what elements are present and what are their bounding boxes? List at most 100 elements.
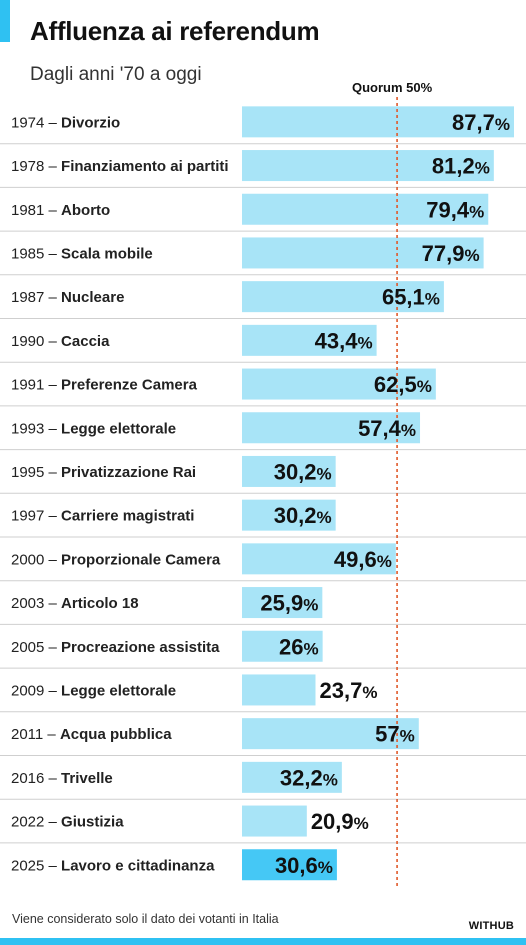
category-year: 1993 – [11,420,61,437]
category-label: 1997 – Carriere magistrati [11,508,194,525]
bar [242,455,336,487]
category-year: 1987 – [11,289,61,306]
category-year: 2003 – [11,595,61,612]
value-label: 65,1% [382,285,440,310]
value-unit: % [400,727,415,746]
value-number: 49,6 [334,547,377,572]
category-topic: Scala mobile [61,245,153,262]
category-label: 1991 – Preferenze Camera [11,377,198,394]
value-unit: % [495,115,510,134]
bar [242,106,514,138]
value-label: 79,4% [426,197,484,222]
category-year: 1978 – [11,158,61,175]
value-unit: % [318,858,333,877]
value-unit: % [304,639,319,658]
value-number: 57,4 [358,416,402,441]
category-topic: Preferenze Camera [61,377,198,394]
category-year: 2000 – [11,551,61,568]
category-topic: Legge elettorale [61,420,176,437]
category-label: 2003 – Articolo 18 [11,595,139,612]
value-label: 81,2% [432,154,490,179]
value-label: 62,5% [374,372,432,397]
category-label: 2005 – Procreazione assistita [11,639,220,656]
category-topic: Nucleare [61,289,124,306]
bars [242,106,514,881]
value-number: 79,4 [426,197,470,222]
value-label: 30,2% [274,503,332,528]
value-unit: % [469,202,484,221]
value-unit: % [303,596,318,615]
category-label: 2009 – Legge elettorale [11,682,176,699]
value-label: 77,9% [422,241,480,266]
bar [242,412,421,444]
category-year: 2025 – [11,857,61,874]
category-label: 1974 – Divorzio [11,114,120,131]
category-year: 2022 – [11,814,61,831]
value-number: 25,9 [260,591,303,616]
chart-subtitle: Dagli anni '70 a oggi [30,64,202,85]
accent-bar-top [0,0,10,42]
footnote: Viene considerato solo il dato dei votan… [12,912,279,926]
value-label: 30,2% [274,459,332,484]
value-number: 30,2 [274,503,317,528]
value-label: 57,4% [358,416,416,441]
category-topic: Articolo 18 [61,595,139,612]
bar [242,150,494,182]
value-unit: % [317,508,332,527]
value-unit: % [475,159,490,178]
bar [242,718,419,750]
category-topic: Giustizia [61,814,124,831]
category-labels: 1974 – Divorzio 1978 – Finanziamento ai p… [11,114,229,874]
value-unit: % [362,683,377,702]
category-label: 1993 – Legge elettorale [11,420,176,437]
category-topic: Trivelle [61,770,113,787]
category-topic: Privatizzazione Rai [61,464,196,481]
category-topic: Aborto [61,202,110,219]
value-number: 65,1 [382,285,425,310]
value-number: 30,6 [275,853,318,878]
category-year: 2016 – [11,770,61,787]
value-label: 26% [279,634,319,659]
value-number: 77,9 [422,241,465,266]
brand-logo: WITHUB [468,920,514,932]
row-separators [0,143,526,844]
category-year: 1991 – [11,377,61,394]
value-label: 32,2% [280,765,338,790]
category-year: 2005 – [11,639,61,656]
category-label: 1981 – Aborto [11,202,110,219]
value-label: 57% [375,722,415,747]
category-label: 2016 – Trivelle [11,770,113,787]
bar [242,674,316,706]
category-label: 1990 – Caccia [11,333,110,350]
value-number: 87,7 [452,110,495,135]
category-year: 1974 – [11,114,61,131]
value-number: 81,2 [432,154,475,179]
category-topic: Acqua pubblica [60,726,172,743]
value-label: 87,7% [452,110,510,135]
bar [242,849,337,881]
value-unit: % [377,552,392,571]
value-number: 20,9 [311,809,354,834]
value-label: 25,9% [260,591,318,616]
category-year: 2011 – [11,726,60,743]
bar [242,805,307,837]
value-unit: % [464,246,479,265]
chart-title: Affluenza ai referendum [30,16,320,46]
category-topic: Procreazione assistita [61,639,220,656]
category-topic: Carriere magistrati [61,508,194,525]
category-label: 2011 – Acqua pubblica [11,726,172,743]
category-label: 1995 – Privatizzazione Rai [11,464,196,481]
category-label: 1978 – Finanziamento ai partiti [11,158,229,175]
value-unit: % [354,814,369,833]
category-topic: Divorzio [61,114,120,131]
category-year: 1985 – [11,245,61,262]
value-number: 23,7 [320,678,363,703]
value-label: 43,4% [315,328,373,353]
category-topic: Legge elettorale [61,682,176,699]
value-label: 30,6% [275,853,333,878]
category-topic: Caccia [61,333,110,350]
value-label: 49,6% [334,547,392,572]
value-labels: 87,7%81,2%79,4%77,9%65,1%43,4%62,5%57,4%… [260,110,510,878]
category-year: 1981 – [11,202,61,219]
